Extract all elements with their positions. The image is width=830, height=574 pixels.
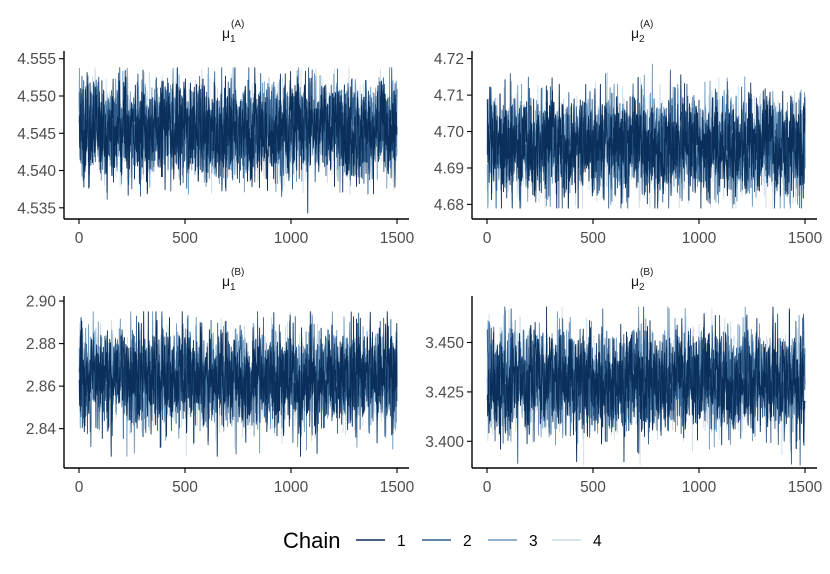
legend-label-chain-1: 1: [397, 533, 406, 550]
panel-title: μ 2 (A): [631, 19, 653, 45]
x-tick-label: 500: [580, 230, 606, 247]
y-tick-label: 3.450: [425, 335, 464, 352]
x-tick-label: 1000: [274, 479, 309, 496]
x-tick-label: 0: [75, 479, 84, 496]
x-tick-label: 1000: [682, 479, 717, 496]
x-tick-label: 0: [483, 230, 492, 247]
panel-1: 4.535 4.540 4.545 4.550 4.555 0 500 1000 1500 μ 1 (…: [17, 19, 414, 247]
x-tick-label: 500: [172, 230, 198, 247]
panel-title: μ 1 (A): [222, 19, 244, 45]
panel-title-subscript: 1: [230, 282, 236, 293]
panel-2: 4.68 4.69 4.70 4.71 4.72 0 500 1000 1500 μ 2 (A): [434, 19, 823, 247]
x-tick-label: 1500: [380, 230, 415, 247]
x-tick-label: 0: [75, 230, 84, 247]
legend-label-chain-2: 2: [463, 533, 472, 550]
series-line-chain-2: [486, 306, 806, 466]
panel-title-superscript: (B): [640, 267, 653, 278]
series-line-chain-1: [486, 306, 806, 463]
y-tick-label: 2.90: [26, 294, 57, 311]
y-tick-label: 4.68: [434, 197, 464, 214]
panel-title-base: μ: [631, 25, 639, 41]
y-tick-label: 4.545: [17, 126, 56, 143]
series-line-chain-1: [78, 311, 398, 457]
x-tick-label: 1500: [788, 479, 823, 496]
panel-title-superscript: (A): [640, 19, 653, 30]
y-tick-label: 4.72: [434, 51, 464, 68]
y-tick-label: 4.555: [17, 51, 56, 68]
panel-title-base: μ: [222, 25, 230, 41]
x-tick-label: 500: [172, 479, 198, 496]
legend-label-chain-4: 4: [593, 533, 602, 550]
y-tick-label: 2.84: [26, 421, 57, 438]
x-tick-label: 0: [483, 479, 492, 496]
legend: Chain 1 2 3 4: [283, 528, 602, 553]
panel-title-subscript: 2: [639, 34, 645, 45]
series-line-chain-1: [78, 67, 398, 214]
panel-title-subscript: 1: [230, 34, 236, 45]
y-tick-label: 4.540: [17, 163, 56, 180]
y-tick-label: 3.400: [425, 434, 464, 451]
panel-title-base: μ: [222, 273, 230, 289]
panel-title-superscript: (A): [231, 19, 244, 30]
panel-3: 2.84 2.86 2.88 2.90 0 500 1000 1500 μ 1 (B): [26, 267, 415, 496]
legend-title: Chain: [283, 528, 340, 553]
x-tick-label: 500: [580, 479, 606, 496]
panel-4: 3.400 3.425 3.450 0 500 1000 1500 μ 2 (B): [425, 267, 822, 496]
panel-title: μ 2 (B): [631, 267, 653, 293]
y-tick-label: 4.535: [17, 200, 56, 217]
y-tick-label: 4.70: [434, 124, 465, 141]
series-line-chain-1: [486, 74, 806, 209]
panel-title-superscript: (B): [231, 267, 244, 278]
x-tick-label: 1000: [274, 230, 309, 247]
x-tick-label: 1500: [380, 479, 415, 496]
x-tick-label: 1000: [682, 230, 717, 247]
y-tick-label: 4.550: [17, 89, 56, 106]
y-tick-label: 3.425: [425, 384, 464, 401]
y-tick-label: 2.86: [26, 379, 56, 396]
legend-label-chain-3: 3: [529, 533, 538, 550]
x-tick-label: 1500: [788, 230, 823, 247]
y-tick-label: 4.71: [434, 88, 464, 105]
panel-title-base: μ: [631, 273, 639, 289]
y-tick-label: 4.69: [434, 160, 464, 177]
y-tick-label: 2.88: [26, 336, 56, 353]
panel-title: μ 1 (B): [222, 267, 244, 293]
panel-title-subscript: 2: [639, 282, 645, 293]
